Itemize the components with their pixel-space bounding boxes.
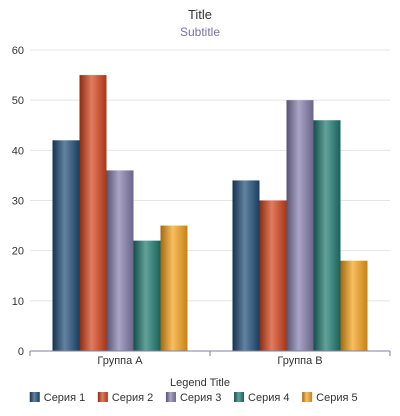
legend-item[interactable]: Серия 3	[165, 392, 221, 404]
bar[interactable]	[232, 180, 260, 351]
x-tick-label: Группа A	[97, 355, 143, 367]
legend-swatch	[97, 392, 108, 402]
bar[interactable]	[52, 140, 80, 351]
legend-title: Legend Title	[170, 377, 230, 389]
chart-title: Title	[187, 7, 213, 22]
bar[interactable]	[259, 200, 287, 352]
bar[interactable]	[133, 240, 161, 351]
y-tick-label: 40	[12, 145, 24, 157]
legend-swatch	[302, 392, 313, 402]
legend-item[interactable]: Серия 5	[302, 392, 358, 404]
bar[interactable]	[106, 170, 134, 351]
bar[interactable]	[340, 260, 368, 351]
legend-item[interactable]: Серия 2	[97, 392, 153, 404]
bar[interactable]	[160, 225, 188, 351]
bar[interactable]	[286, 100, 314, 352]
y-tick-label: 50	[12, 95, 24, 107]
bars	[52, 75, 368, 352]
bar[interactable]	[313, 120, 341, 351]
y-tick-label: 0	[18, 346, 24, 358]
legend-label: Серия 1	[44, 392, 85, 404]
axes: 0 10 20 30 40 50 60 Группа A Группа B	[12, 45, 391, 367]
legend-label: Серия 4	[248, 392, 289, 404]
legend-label: Серия 2	[112, 392, 153, 404]
x-tick-label: Группа B	[277, 355, 322, 367]
legend-label: Серия 3	[180, 392, 221, 404]
legend-label: Серия 5	[316, 392, 357, 404]
legend: Серия 1 Серия 2 Серия 3 Серия 4 Серия 5	[29, 392, 358, 404]
y-tick-label: 60	[12, 45, 24, 57]
legend-item[interactable]: Серия 1	[29, 392, 85, 404]
chart-subtitle: Subtitle	[179, 25, 221, 39]
y-tick-label: 20	[12, 246, 24, 258]
legend-swatch	[165, 392, 176, 402]
legend-swatch	[29, 392, 40, 402]
bar[interactable]	[79, 75, 107, 351]
legend-item[interactable]: Серия 4	[234, 392, 290, 404]
y-tick-label: 10	[12, 296, 24, 308]
legend-swatch	[234, 392, 245, 402]
y-tick-label: 30	[12, 196, 24, 208]
